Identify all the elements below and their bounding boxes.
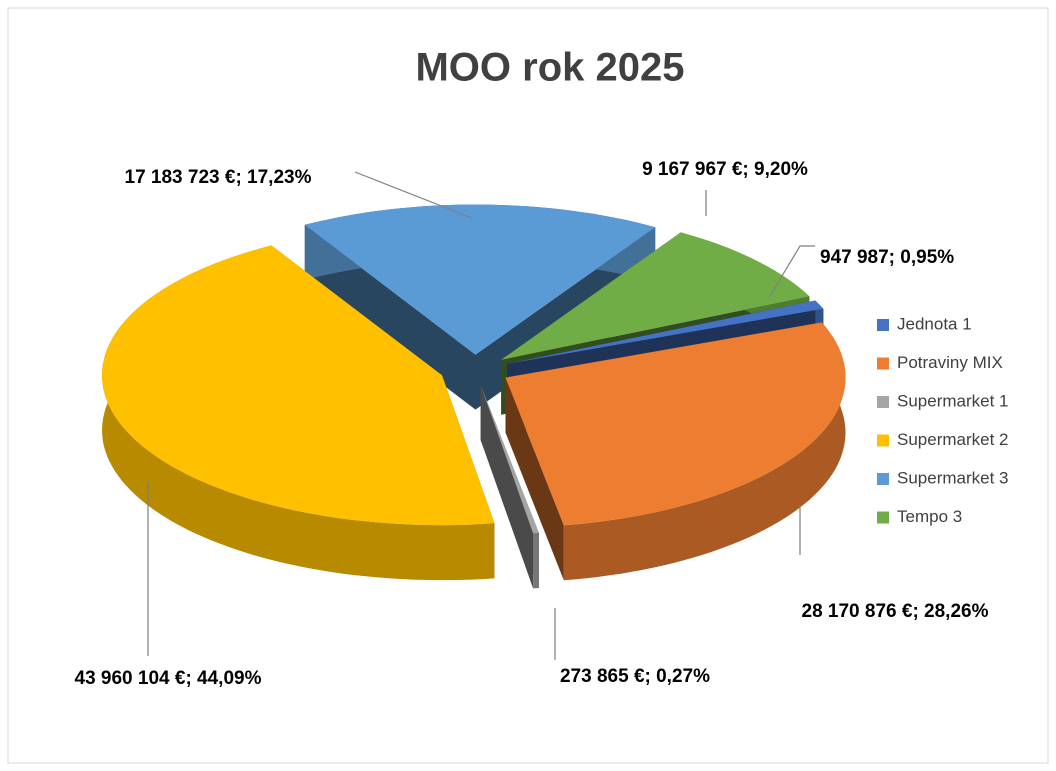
legend-swatch (877, 511, 889, 524)
legend-swatch (877, 473, 889, 485)
slice-wall (304, 224, 476, 410)
legend-label: Jednota 1 (897, 314, 972, 333)
leader-line (354, 171, 473, 219)
data-label: 28 170 876 €; 28,26% (802, 601, 989, 622)
data-label: 273 865 €; 0,27% (560, 666, 710, 687)
pie-slice (507, 300, 824, 364)
slice-side (102, 245, 495, 581)
slice-wall (505, 377, 564, 581)
legend-swatch (877, 319, 889, 331)
pie-slice (102, 245, 495, 526)
pie-slice (304, 204, 656, 355)
data-label: 947 987; 0,95% (820, 247, 954, 268)
legend-label: Supermarket 1 (897, 391, 1009, 410)
slice-wall (480, 385, 534, 589)
leader-line (769, 245, 815, 297)
legend-label: Supermarket 2 (897, 430, 1009, 449)
pie-slice (505, 322, 846, 526)
legend-label: Supermarket 3 (897, 468, 1009, 487)
legend-swatch (877, 357, 889, 370)
slice-tops (102, 204, 846, 534)
legend-label: Tempo 3 (897, 507, 962, 526)
slice-side (563, 322, 846, 581)
legend-swatch (877, 434, 889, 447)
legend-label: Potraviny MIX (897, 353, 1003, 372)
pie-slice (501, 232, 810, 360)
chart-title: MOO rok 2025 (415, 46, 684, 90)
pie-slice (480, 385, 539, 534)
data-label: 43 960 104 €; 44,09% (75, 668, 262, 689)
data-label: 17 183 723 €; 17,23% (125, 167, 312, 188)
legend-swatch (877, 396, 889, 408)
data-label: 9 167 967 €; 9,20% (642, 159, 808, 180)
slice-side (533, 533, 539, 589)
